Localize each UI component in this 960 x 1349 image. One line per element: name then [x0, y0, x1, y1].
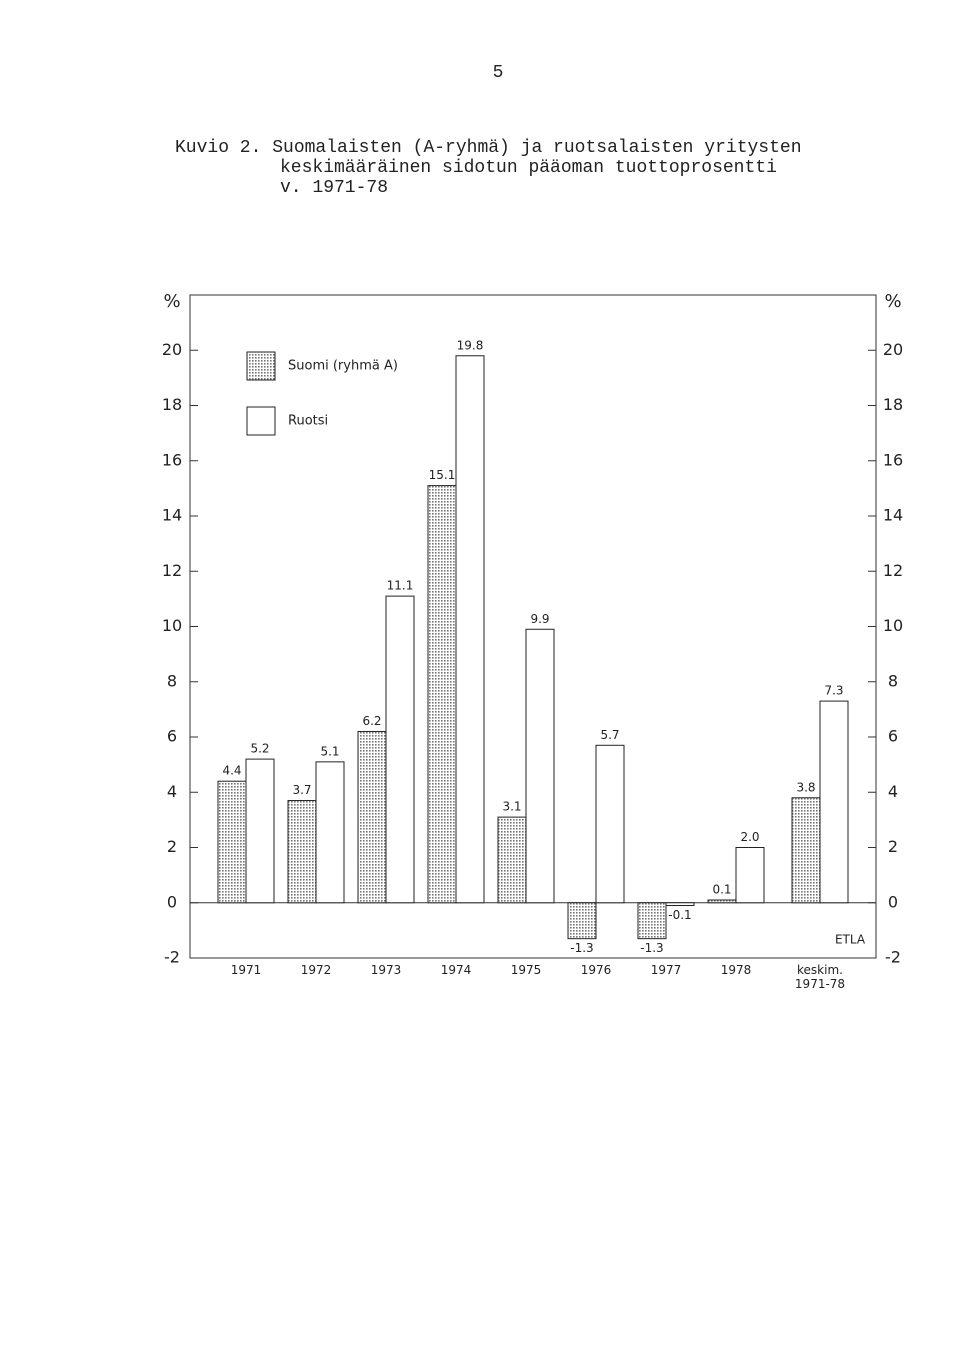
value-label: 4.4	[222, 764, 241, 778]
y2-tick-label: 12	[883, 561, 903, 580]
x-tick-label: 1974	[440, 963, 472, 977]
value-label: 3.1	[502, 800, 521, 814]
y2-tick-label: -2	[885, 948, 901, 967]
x-tick-label: 1972	[300, 963, 332, 977]
x-tick-label: 1977	[650, 963, 682, 977]
y-tick-label: 8	[167, 671, 177, 690]
y-tick-label: 4	[167, 782, 177, 801]
y2-tick-label: 14	[883, 506, 903, 525]
value-label: -1.3	[640, 941, 663, 955]
bar	[245, 758, 275, 904]
legend-label: Ruotsi	[288, 414, 328, 429]
y-tick-label: 10	[162, 616, 182, 635]
title-line: v. 1971-78	[280, 178, 388, 198]
value-label: 3.8	[796, 780, 815, 794]
bar	[637, 902, 667, 940]
value-label: 6.2	[362, 714, 381, 728]
y2-label: %	[884, 291, 901, 312]
value-label: 9.9	[530, 612, 549, 626]
legend-swatch	[246, 351, 276, 381]
x-tick-label: 1975	[510, 963, 542, 977]
bar	[595, 744, 625, 904]
y2-tick-label: 8	[888, 671, 898, 690]
bar	[455, 355, 485, 904]
bar	[791, 797, 821, 904]
x-tick-label: 1971	[230, 963, 262, 977]
y-tick-label: 0	[167, 892, 177, 911]
bar	[735, 847, 765, 904]
title-line: keskimääräinen sidotun pääoman tuottopro…	[280, 158, 777, 178]
y2-tick-label: 6	[888, 727, 898, 746]
value-label: -0.1	[668, 908, 691, 922]
x-tick-label: 1973	[370, 963, 402, 977]
y-tick-label: 18	[162, 395, 182, 414]
value-label: 2.0	[740, 830, 759, 844]
bar	[567, 902, 597, 940]
bar	[665, 902, 695, 907]
bar	[497, 816, 527, 904]
bar	[287, 800, 317, 904]
title-line: Kuvio 2. Suomalaisten (A-ryhmä) ja ruots…	[175, 138, 802, 158]
bar	[357, 730, 387, 904]
y-tick-label: 16	[162, 450, 182, 469]
y-tick-label: 14	[162, 506, 182, 525]
value-label: 7.3	[824, 684, 843, 698]
bar	[385, 595, 415, 904]
annotation: ETLA	[835, 933, 866, 947]
legend-swatch	[246, 406, 276, 436]
y2-tick-label: 2	[888, 837, 898, 856]
bar	[315, 761, 345, 904]
y-tick-label: 6	[167, 727, 177, 746]
page-number: 5	[493, 63, 504, 83]
x-tick-label: 1978	[720, 963, 752, 977]
y2-tick-label: 18	[883, 395, 903, 414]
value-label: 11.1	[387, 579, 414, 593]
legend-label: Suomi (ryhmä A)	[288, 359, 398, 374]
bar	[819, 700, 849, 904]
y2-tick-label: 4	[888, 782, 898, 801]
bar	[707, 899, 737, 904]
y2-tick-label: 0	[888, 892, 898, 911]
value-label: 5.7	[600, 728, 619, 742]
value-label: -1.3	[570, 941, 593, 955]
value-label: 5.2	[250, 742, 269, 756]
y2-tick-label: 10	[883, 616, 903, 635]
x-tick-label: 1976	[580, 963, 612, 977]
y-tick-label: 20	[162, 340, 182, 359]
y-label: %	[163, 291, 180, 312]
y-tick-label: -2	[164, 948, 180, 967]
value-label: 5.1	[320, 744, 339, 758]
y2-tick-label: 20	[883, 340, 903, 359]
value-label: 15.1	[429, 468, 456, 482]
bar	[217, 780, 247, 904]
value-label: 3.7	[292, 783, 311, 797]
y-tick-label: 12	[162, 561, 182, 580]
bar	[525, 628, 555, 904]
value-label: 0.1	[712, 882, 731, 896]
y2-tick-label: 16	[883, 450, 903, 469]
bar	[427, 485, 457, 904]
x-tick-label: keskim. 1971-78	[794, 963, 846, 991]
value-label: 19.8	[457, 338, 484, 352]
y-tick-label: 2	[167, 837, 177, 856]
